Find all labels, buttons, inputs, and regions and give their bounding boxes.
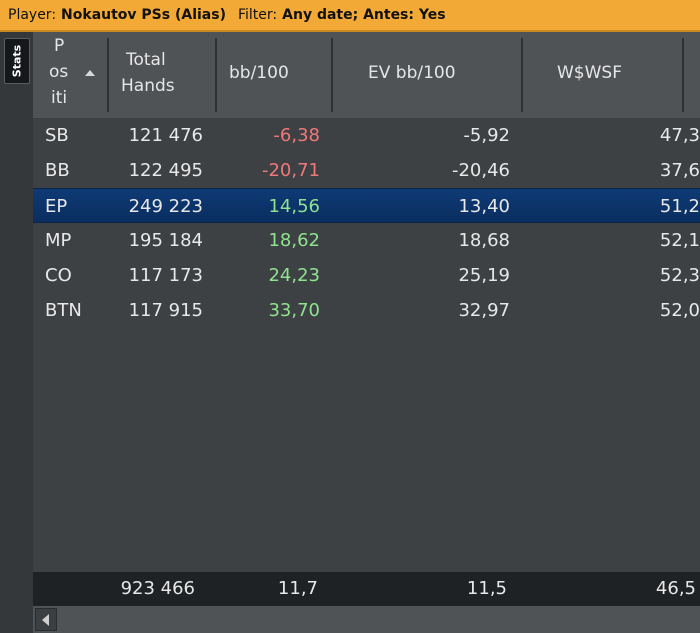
filter-label: Filter: [237,7,278,23]
table-row[interactable]: BB 122 495 -20,71 -20,46 37,6 [33,153,700,188]
column-header-total-hands[interactable]: Total Hands [109,32,215,118]
ev-bb100-cell: -5,92 [463,125,510,146]
stats-tab-label: Stats [10,44,24,78]
position-cell: SB [45,125,69,146]
total-hands-header-line-2: Hands [121,76,175,96]
column-divider[interactable] [331,38,333,112]
total-hands-cell: 195 184 [128,230,203,251]
table-row-selected[interactable]: EP 249 223 14,56 13,40 51,2 [33,188,700,223]
bb100-cell: 33,70 [268,300,320,321]
table-header: P os iti Total Hands bb/100 EV bb/100 W$… [33,32,700,118]
sort-ascending-icon [85,70,95,76]
column-header-wwsf[interactable]: W$WSF [523,32,683,118]
total-hands-cell: 122 495 [128,160,203,181]
player-name: Nokautov PSs (Alias) [61,7,226,23]
column-header-ev-bb100[interactable]: EV bb/100 [333,32,521,118]
bb100-header-label: bb/100 [229,63,289,83]
wwsf-cell: 37,6 [659,160,700,181]
ev-bb100-cell: 18,68 [458,230,510,251]
total-hands-sum: 923 466 [120,578,195,599]
table-row[interactable]: BTN 117 915 33,70 32,97 52,0 [33,293,700,328]
wwsf-cell: 52,1 [659,230,700,251]
column-header-position[interactable]: P os iti [33,32,107,118]
column-divider[interactable] [682,38,684,112]
total-hands-header-line-1: Total [126,50,166,70]
bb100-cell: 14,56 [268,196,320,217]
ev-bb100-cell: 25,19 [458,265,510,286]
column-header-bb100[interactable]: bb/100 [217,32,329,118]
side-tab-strip: Stats [0,32,34,633]
wwsf-cell: 51,2 [659,196,700,217]
total-hands-cell: 249 223 [128,196,203,217]
position-header-line-1: P [54,36,65,56]
position-header-line-2: os [49,62,69,82]
column-divider[interactable] [107,38,109,112]
position-cell: EP [45,196,68,217]
ev-bb100-total: 11,5 [466,578,507,599]
position-cell: BB [45,160,70,181]
stats-tab[interactable]: Stats [4,38,30,84]
position-cell: CO [45,265,72,286]
bb100-cell: 24,23 [268,265,320,286]
wwsf-cell: 47,3 [659,125,700,146]
total-hands-cell: 117 915 [128,300,203,321]
wwsf-cell: 52,0 [659,300,700,321]
total-hands-cell: 121 476 [128,125,203,146]
report-title-bar: Player: Nokautov PSs (Alias) Filter: Any… [0,0,700,32]
position-cell: MP [45,230,72,251]
bb100-cell: -20,71 [261,160,320,181]
filter-value: Any date; Antes: Yes [282,7,446,23]
ev-bb100-header-label: EV bb/100 [368,63,456,83]
bb100-total: 11,7 [277,578,318,599]
column-divider[interactable] [215,38,217,112]
table-row[interactable]: SB 121 476 -6,38 -5,92 47,3 [33,118,700,153]
chevron-left-icon[interactable] [35,608,57,631]
horizontal-scrollbar[interactable] [33,606,700,633]
column-divider[interactable] [521,38,523,112]
ev-bb100-cell: -20,46 [451,160,510,181]
wwsf-header-label: W$WSF [557,63,623,83]
totals-row: 923 466 11,7 11,5 46,5 [33,572,700,606]
wwsf-total: 46,5 [655,578,696,599]
bb100-cell: -6,38 [273,125,320,146]
stats-grid: SB 121 476 -6,38 -5,92 47,3 BB 122 495 -… [33,118,700,572]
table-row[interactable]: CO 117 173 24,23 25,19 52,3 [33,258,700,293]
ev-bb100-cell: 13,40 [458,196,510,217]
position-header-line-3: iti [51,88,68,108]
ev-bb100-cell: 32,97 [458,300,510,321]
total-hands-cell: 117 173 [128,265,203,286]
bb100-cell: 18,62 [268,230,320,251]
player-label: Player: [8,7,57,23]
wwsf-cell: 52,3 [659,265,700,286]
position-cell: BTN [45,300,82,321]
table-row[interactable]: MP 195 184 18,62 18,68 52,1 [33,223,700,258]
